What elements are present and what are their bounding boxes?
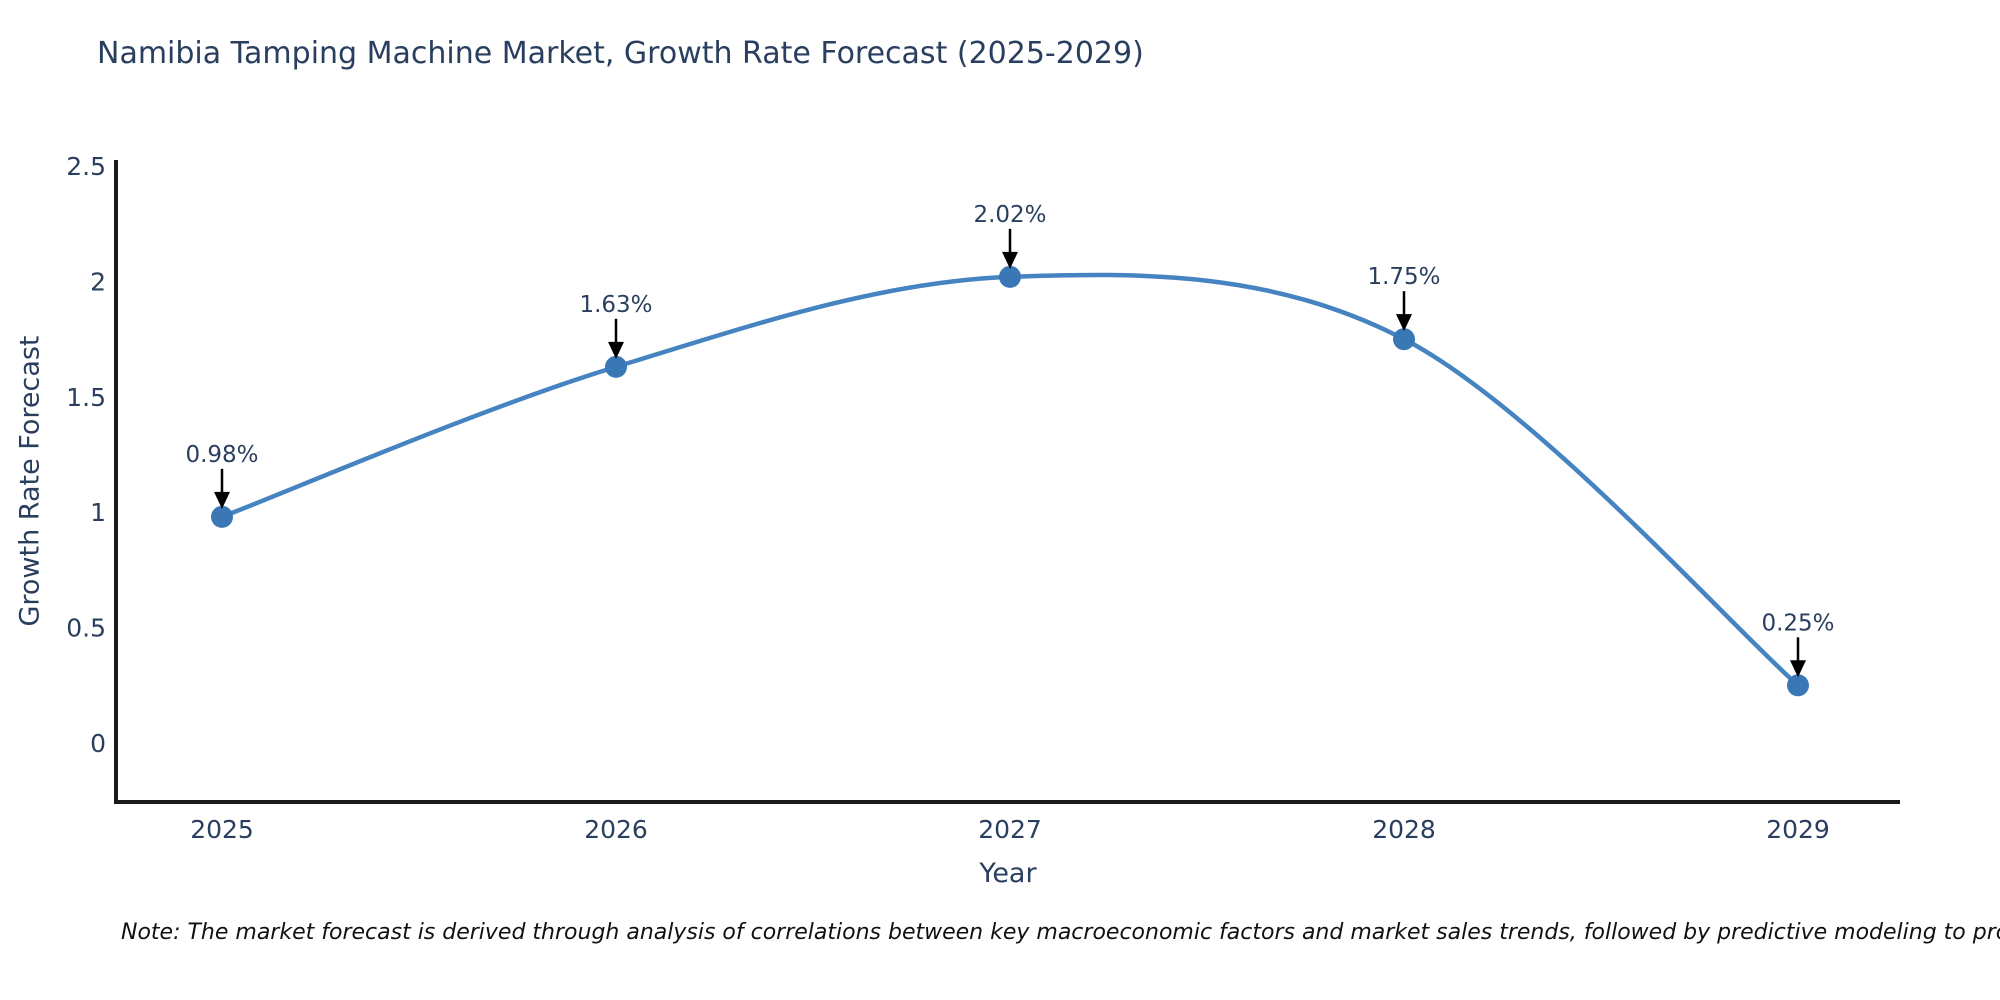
x-axis-title: Year — [979, 858, 1037, 889]
forecast-line — [219, 272, 1801, 688]
point-value-label: 0.25% — [1761, 610, 1834, 636]
y-tick-label: 2.5 — [66, 152, 106, 181]
point-value-label: 1.75% — [1367, 264, 1440, 290]
x-tick-label: 2028 — [1372, 815, 1436, 844]
annotation-arrowhead — [214, 491, 230, 509]
data-point-marker — [999, 265, 1021, 288]
data-point-marker — [605, 355, 627, 378]
y-tick-label: 1.5 — [66, 383, 106, 412]
data-point-marker — [1787, 674, 1809, 697]
y-tick-label: 1 — [90, 498, 106, 527]
y-tick-label: 0 — [90, 729, 106, 758]
data-point-marker — [211, 505, 233, 528]
y-tick-label: 0.5 — [66, 614, 106, 643]
point-value-label: 2.02% — [973, 202, 1046, 228]
x-tick-label: 2025 — [190, 815, 254, 844]
x-tick-label: 2026 — [584, 815, 648, 844]
annotation-arrowhead — [1396, 314, 1412, 332]
x-tick-label: 2029 — [1766, 815, 1830, 844]
annotation-arrowhead — [608, 341, 624, 359]
annotation-arrowhead — [1002, 251, 1018, 269]
x-tick-label: 2027 — [978, 815, 1042, 844]
data-point-marker — [1393, 328, 1415, 351]
footnote: Note: The market forecast is derived thr… — [121, 920, 2000, 945]
axis-lines — [114, 160, 1900, 804]
point-value-label: 1.63% — [579, 292, 652, 318]
point-value-label: 0.98% — [185, 442, 258, 468]
y-tick-label: 2 — [90, 267, 106, 296]
chart-title: Namibia Tamping Machine Market, Growth R… — [97, 36, 1144, 71]
annotation-arrowhead — [1790, 660, 1806, 678]
